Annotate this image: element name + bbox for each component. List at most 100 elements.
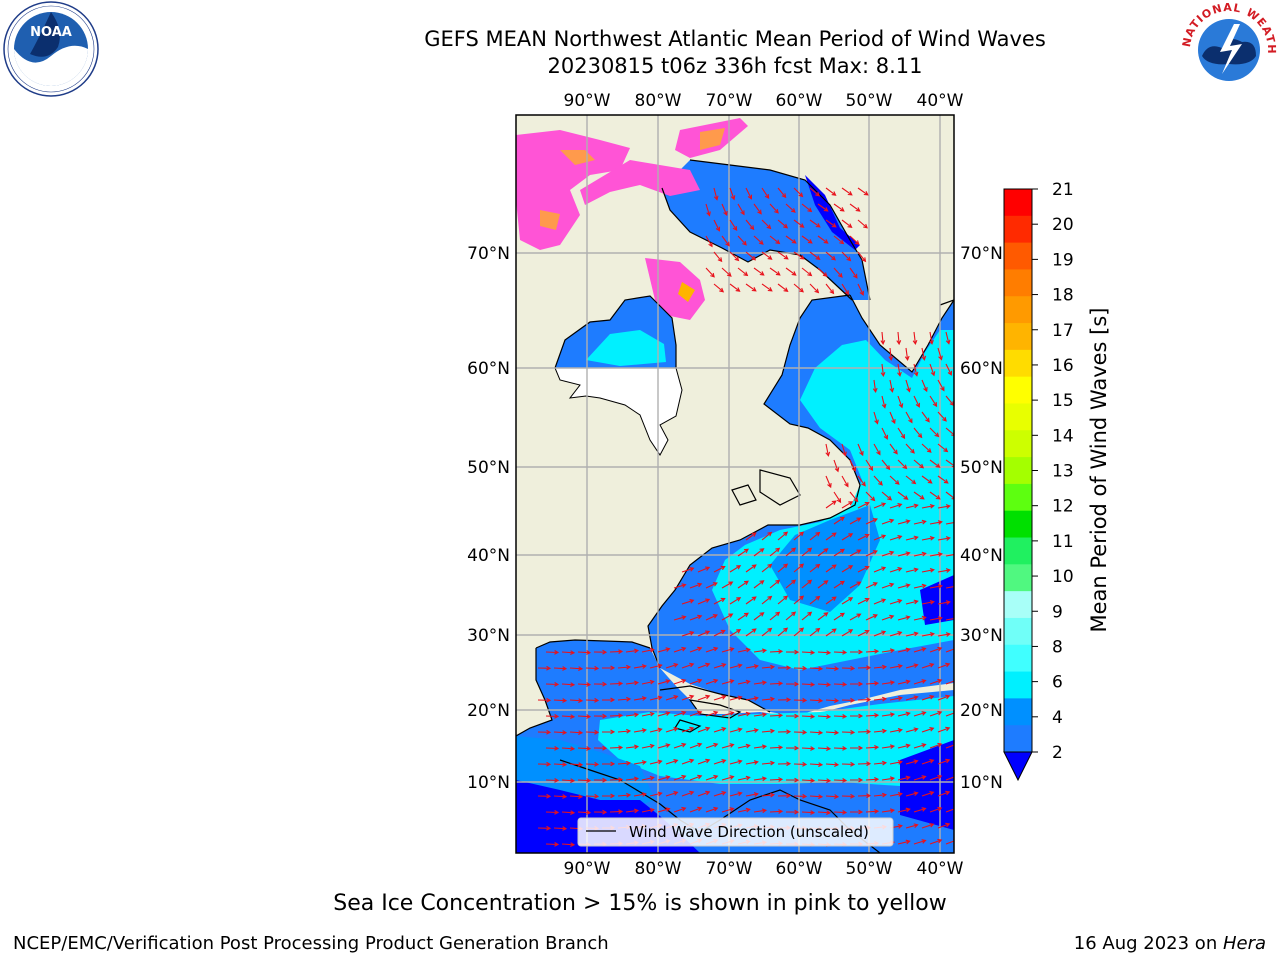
wave-direction-arrow	[577, 810, 592, 815]
wave-direction-arrow	[897, 551, 911, 557]
noaa-logo-text: NOAA	[30, 25, 72, 40]
wave-direction-arrow	[761, 728, 776, 734]
wave-direction-arrow	[785, 809, 800, 815]
wave-direction-arrow	[953, 603, 954, 604]
wave-direction-arrow	[537, 665, 552, 671]
wave-direction-arrow	[921, 599, 935, 605]
colorbar-tick-label: 18	[1052, 286, 1074, 306]
wave-direction-arrow	[817, 682, 832, 687]
wave-direction-arrow	[809, 762, 824, 767]
wave-direction-arrow	[729, 695, 743, 701]
wave-direction-arrow	[697, 566, 711, 573]
wave-direction-arrow	[657, 743, 671, 749]
wave-direction-arrow	[785, 203, 796, 213]
wave-direction-arrow	[737, 267, 749, 277]
wave-direction-arrow	[729, 283, 741, 292]
wave-direction-arrow	[857, 761, 872, 767]
wave-direction-arrow	[761, 187, 770, 199]
wave-direction-arrow	[873, 475, 883, 486]
wave-direction-arrow	[953, 380, 954, 381]
colorbar-tick-label: 12	[1052, 497, 1074, 517]
wave-direction-arrow	[721, 203, 728, 217]
wave-direction-arrow	[801, 714, 816, 719]
wave-direction-arrow	[785, 611, 797, 621]
wave-direction-arrow	[625, 712, 640, 718]
wave-direction-arrow	[593, 777, 608, 783]
wave-direction-arrow	[857, 533, 870, 541]
wave-direction-arrow	[889, 503, 903, 509]
wave-direction-arrow	[945, 806, 954, 813]
wave-direction-arrow	[929, 806, 943, 813]
wave-direction-arrow	[801, 203, 813, 213]
wave-direction-arrow	[713, 283, 725, 293]
wave-direction-arrow	[737, 679, 751, 685]
wind-wave-arrows	[537, 187, 954, 847]
wave-direction-arrow	[857, 793, 872, 799]
colorbar-swatch	[1004, 242, 1032, 270]
wave-direction-arrow	[833, 459, 840, 473]
wave-direction-arrow	[889, 443, 898, 455]
wave-direction-arrow	[721, 647, 735, 653]
wave-direction-arrow	[617, 792, 632, 798]
wave-direction-arrow	[929, 363, 936, 377]
wave-direction-arrow	[904, 347, 910, 362]
wave-direction-arrow	[777, 697, 792, 703]
wave-direction-arrow	[601, 793, 616, 799]
wave-direction-arrow	[793, 187, 804, 198]
wave-direction-arrow	[617, 664, 632, 670]
wave-direction-arrow	[601, 665, 616, 671]
wave-direction-arrow	[617, 760, 632, 766]
colorbar-tick-label: 21	[1052, 180, 1074, 200]
wave-direction-arrow	[745, 792, 759, 797]
wave-direction-arrow	[905, 727, 919, 733]
wave-direction-arrow	[921, 790, 935, 797]
wave-direction-arrow	[681, 790, 695, 797]
wave-direction-arrow	[801, 746, 816, 751]
wave-direction-arrow	[769, 649, 784, 654]
wave-direction-arrow	[865, 614, 878, 621]
wave-direction-arrow	[913, 615, 927, 621]
wave-direction-arrow	[713, 219, 721, 232]
wave-direction-arrow	[681, 662, 695, 669]
wave-direction-arrow	[745, 664, 759, 669]
wave-direction-arrow	[673, 774, 687, 781]
wave-direction-arrow	[945, 363, 953, 376]
wave-direction-arrow	[881, 712, 896, 718]
wave-direction-arrow	[817, 612, 829, 621]
wave-direction-arrow	[873, 566, 887, 573]
wave-direction-arrow	[913, 427, 923, 439]
wave-direction-arrow	[697, 598, 711, 605]
wave-direction-arrow	[881, 550, 895, 557]
wave-direction-arrow	[865, 809, 880, 814]
wave-direction-arrow	[617, 728, 632, 734]
wave-direction-arrow	[681, 758, 695, 765]
wave-direction-arrow	[737, 743, 751, 749]
wave-direction-arrow	[673, 742, 687, 749]
wave-direction-arrow	[737, 775, 751, 781]
wave-direction-arrow	[713, 758, 727, 765]
wave-direction-arrow	[785, 547, 797, 557]
wave-direction-arrow	[761, 563, 773, 573]
wave-direction-arrow	[705, 582, 718, 589]
lon-label-bottom: 90°W	[564, 859, 611, 879]
wave-direction-arrow	[889, 695, 903, 701]
wave-direction-arrow	[681, 567, 695, 573]
colorbar-tick-label: 9	[1052, 602, 1063, 622]
colorbar-swatch	[1004, 269, 1032, 297]
wave-direction-arrow	[785, 745, 800, 751]
map-title: GEFS MEAN Northwest Atlantic Mean Period…	[424, 27, 1046, 51]
wave-direction-arrow	[649, 791, 663, 797]
date-line: 16 Aug 2023 on Hera	[1074, 933, 1266, 954]
wave-direction-arrow	[761, 696, 776, 702]
wave-direction-arrow	[921, 379, 928, 393]
wave-direction-arrow	[665, 695, 679, 701]
wave-direction-arrow	[705, 646, 719, 653]
wave-direction-arrow	[825, 532, 837, 541]
wave-direction-arrow	[880, 331, 886, 346]
lat-label-right: 20°N	[960, 701, 1003, 721]
wave-direction-arrow	[657, 647, 671, 653]
wave-direction-arrow	[905, 791, 919, 797]
colorbar-swatch	[1004, 698, 1032, 726]
wave-direction-arrow	[897, 807, 911, 813]
colorbar-swatch	[1004, 591, 1032, 619]
